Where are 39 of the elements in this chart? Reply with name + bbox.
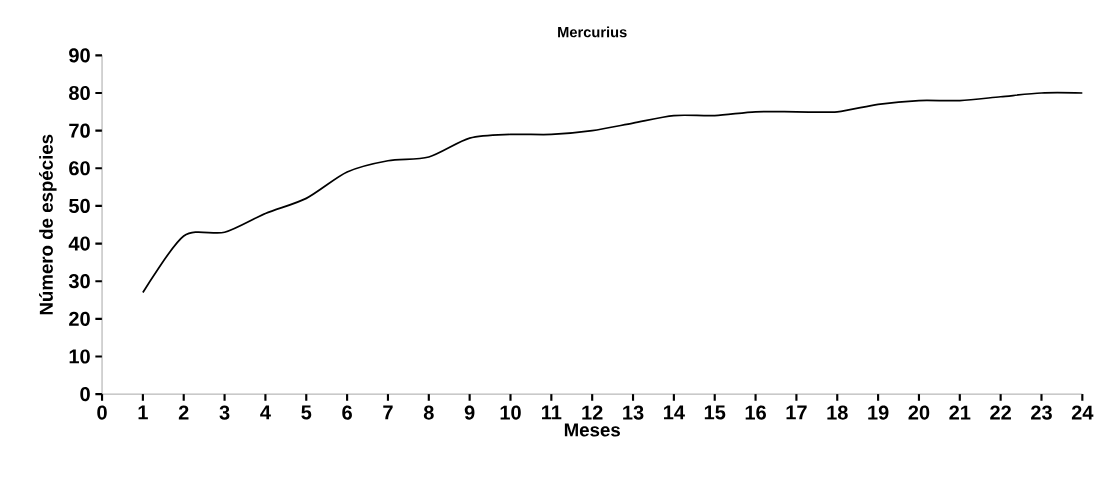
x-tick-label: 13 — [623, 405, 644, 420]
x-tick-label: 22 — [990, 405, 1011, 420]
y-tick-label: 50 — [69, 198, 90, 213]
x-tick-label: 21 — [949, 405, 971, 420]
x-tick-label: 7 — [383, 405, 393, 420]
x-tick-label: 14 — [664, 405, 685, 420]
y-tick-label: 70 — [69, 123, 90, 138]
x-tick-label: 11 — [542, 405, 562, 420]
x-tick-label: 5 — [301, 405, 312, 420]
x-tick-label: 20 — [908, 405, 930, 420]
y-tick-label: 0 — [80, 386, 90, 402]
x-tick-label: 8 — [423, 405, 434, 420]
x-tick-label: 16 — [745, 405, 766, 420]
y-axis-title: Número de espécies — [39, 134, 57, 315]
y-tick-label: 40 — [68, 236, 90, 251]
x-tick-label: 2 — [178, 405, 189, 420]
y-tick-label: 20 — [69, 311, 90, 326]
chart-title: Mercurius — [558, 26, 627, 38]
x-tick-label: 19 — [868, 405, 889, 420]
x-tick-label: 18 — [827, 405, 848, 420]
x-tick-label: 10 — [500, 405, 521, 420]
x-axis-title: Meses — [564, 423, 620, 437]
line-series — [142, 91, 1084, 294]
x-tick-label: 0 — [97, 405, 107, 420]
x-tick-label: 15 — [704, 405, 726, 420]
x-tick-label: 6 — [342, 405, 352, 420]
y-tick-label: 30 — [68, 274, 90, 289]
x-tick-label: 4 — [260, 405, 271, 420]
x-tick-label: 3 — [219, 405, 230, 420]
y-tick-label: 10 — [69, 349, 90, 364]
x-tick-label: 12 — [582, 405, 603, 420]
y-tick-label: 80 — [69, 85, 90, 101]
x-tick-label: 23 — [1031, 405, 1052, 420]
y-tick-label: 90 — [69, 48, 90, 63]
x-tick-label: 17 — [786, 405, 807, 420]
x-tick-label: 9 — [464, 405, 475, 420]
x-tick-label: 1 — [138, 405, 148, 420]
y-tick-label: 60 — [69, 161, 90, 176]
x-tick-label: 24 — [1071, 405, 1094, 420]
